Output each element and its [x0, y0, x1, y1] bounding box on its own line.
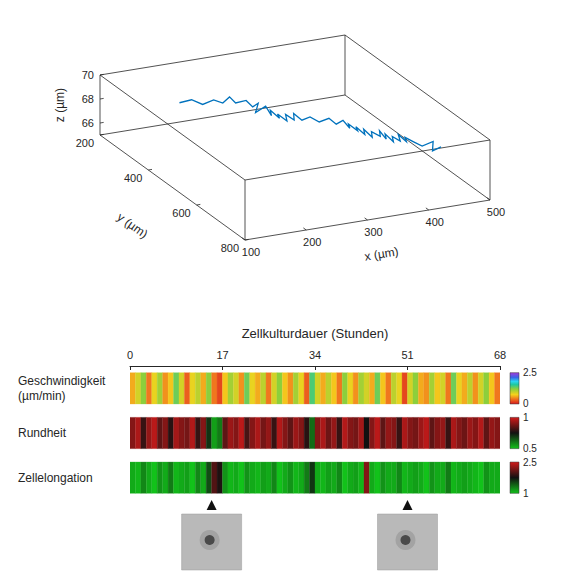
svg-text:x (µm): x (µm) — [363, 244, 399, 263]
svg-text:51: 51 — [401, 349, 413, 361]
svg-text:Zellelongation: Zellelongation — [18, 471, 93, 485]
svg-text:z (µm): z (µm) — [53, 88, 67, 122]
svg-text:0.5: 0.5 — [523, 443, 537, 454]
svg-text:200: 200 — [76, 137, 94, 149]
svg-text:400: 400 — [124, 172, 142, 184]
svg-text:600: 600 — [172, 207, 190, 219]
svg-text:0: 0 — [523, 398, 529, 409]
svg-text:1: 1 — [523, 412, 529, 423]
svg-text:300: 300 — [364, 226, 382, 238]
svg-text:1: 1 — [523, 488, 529, 499]
svg-text:Zellkulturdauer (Stunden): Zellkulturdauer (Stunden) — [242, 326, 389, 341]
svg-text:400: 400 — [426, 216, 444, 228]
svg-text:200: 200 — [303, 236, 321, 248]
svg-text:66: 66 — [82, 117, 94, 129]
svg-text:Geschwindigkeit: Geschwindigkeit — [18, 374, 106, 388]
svg-text:100: 100 — [242, 246, 260, 258]
svg-text:70: 70 — [82, 69, 94, 81]
svg-text:17: 17 — [216, 349, 228, 361]
svg-text:500: 500 — [487, 206, 505, 218]
svg-text:0: 0 — [127, 349, 133, 361]
svg-text:2.5: 2.5 — [523, 457, 537, 468]
svg-text:34: 34 — [309, 349, 321, 361]
svg-text:68: 68 — [82, 93, 94, 105]
svg-text:(µm/min): (µm/min) — [18, 389, 66, 403]
svg-text:2.5: 2.5 — [523, 367, 537, 378]
svg-text:y (µm): y (µm) — [115, 210, 151, 241]
svg-text:68: 68 — [494, 349, 506, 361]
svg-text:800: 800 — [221, 242, 239, 254]
svg-text:Rundheit: Rundheit — [18, 426, 67, 440]
